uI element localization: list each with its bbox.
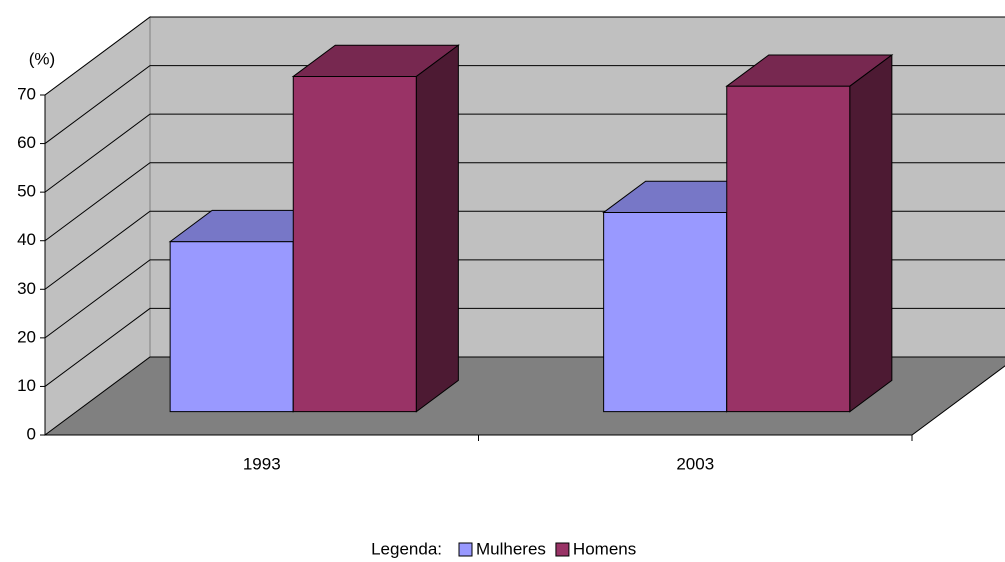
bar	[291, 44, 460, 413]
y-tick-label: 60	[17, 133, 36, 152]
floor-edge	[911, 365, 1005, 436]
x-tick-label: 2003	[676, 454, 714, 473]
y-tick-label: 0	[27, 424, 36, 443]
bar	[725, 53, 894, 413]
legend-label: Mulheres	[476, 539, 546, 558]
bar-side	[849, 53, 893, 413]
bar-front	[726, 85, 851, 413]
y-tick-label: 10	[17, 376, 36, 395]
grid-line	[44, 16, 1005, 96]
bar-side	[415, 44, 459, 413]
bar-front	[292, 75, 417, 413]
legend-swatch	[555, 542, 570, 557]
y-tick-label: 40	[17, 230, 36, 249]
legend-label: Homens	[573, 539, 636, 558]
y-tick-label: 30	[17, 279, 36, 298]
y-tick-label: 50	[17, 182, 36, 201]
x-tick-label: 1993	[243, 454, 281, 473]
bar-front	[603, 211, 728, 413]
legend-swatch	[458, 542, 473, 557]
y-tick-label: 70	[17, 84, 36, 103]
y-axis-label: (%)	[29, 49, 55, 68]
y-tick-label: 20	[17, 327, 36, 346]
bar-front	[169, 241, 294, 413]
legend-title: Legenda:	[371, 539, 442, 558]
